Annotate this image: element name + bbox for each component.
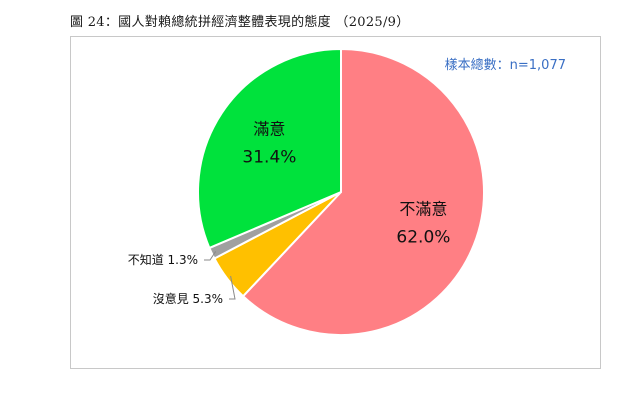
sample-size-label: 樣本總數：n=1,077 xyxy=(444,58,566,73)
label-dissatisfied-name: 不滿意 xyxy=(399,200,447,219)
label-satisfied-value: 31.4% xyxy=(242,148,296,168)
pie-chart: 不滿意 62.0% 滿意 31.4% 沒意見 5.3% 不知道 1.3% xyxy=(128,48,485,336)
label-satisfied-name: 滿意 xyxy=(253,120,285,139)
slice-dissatisfied xyxy=(242,48,485,336)
label-no-opinion-leader-line xyxy=(229,275,236,300)
label-dissatisfied-value: 62.0% xyxy=(396,228,450,248)
label-satisfied-group: 滿意 31.4% xyxy=(242,120,296,168)
label-dont-know: 不知道 1.3% xyxy=(128,253,198,267)
figure-title: 圖 24：國人對賴總統拼經濟整體表現的態度 （2025/9） xyxy=(70,15,410,30)
slice-satisfied xyxy=(197,48,342,249)
label-dont-know-leader-line xyxy=(204,251,217,261)
chart-frame: 樣本總數：n=1,077 不滿意 62.0% 滿意 31.4% 沒意見 5.3% 不知道 … xyxy=(70,36,601,369)
label-no-opinion: 沒意見 5.3% xyxy=(153,291,223,306)
label-dissatisfied-group: 不滿意 62.0% xyxy=(396,200,450,248)
